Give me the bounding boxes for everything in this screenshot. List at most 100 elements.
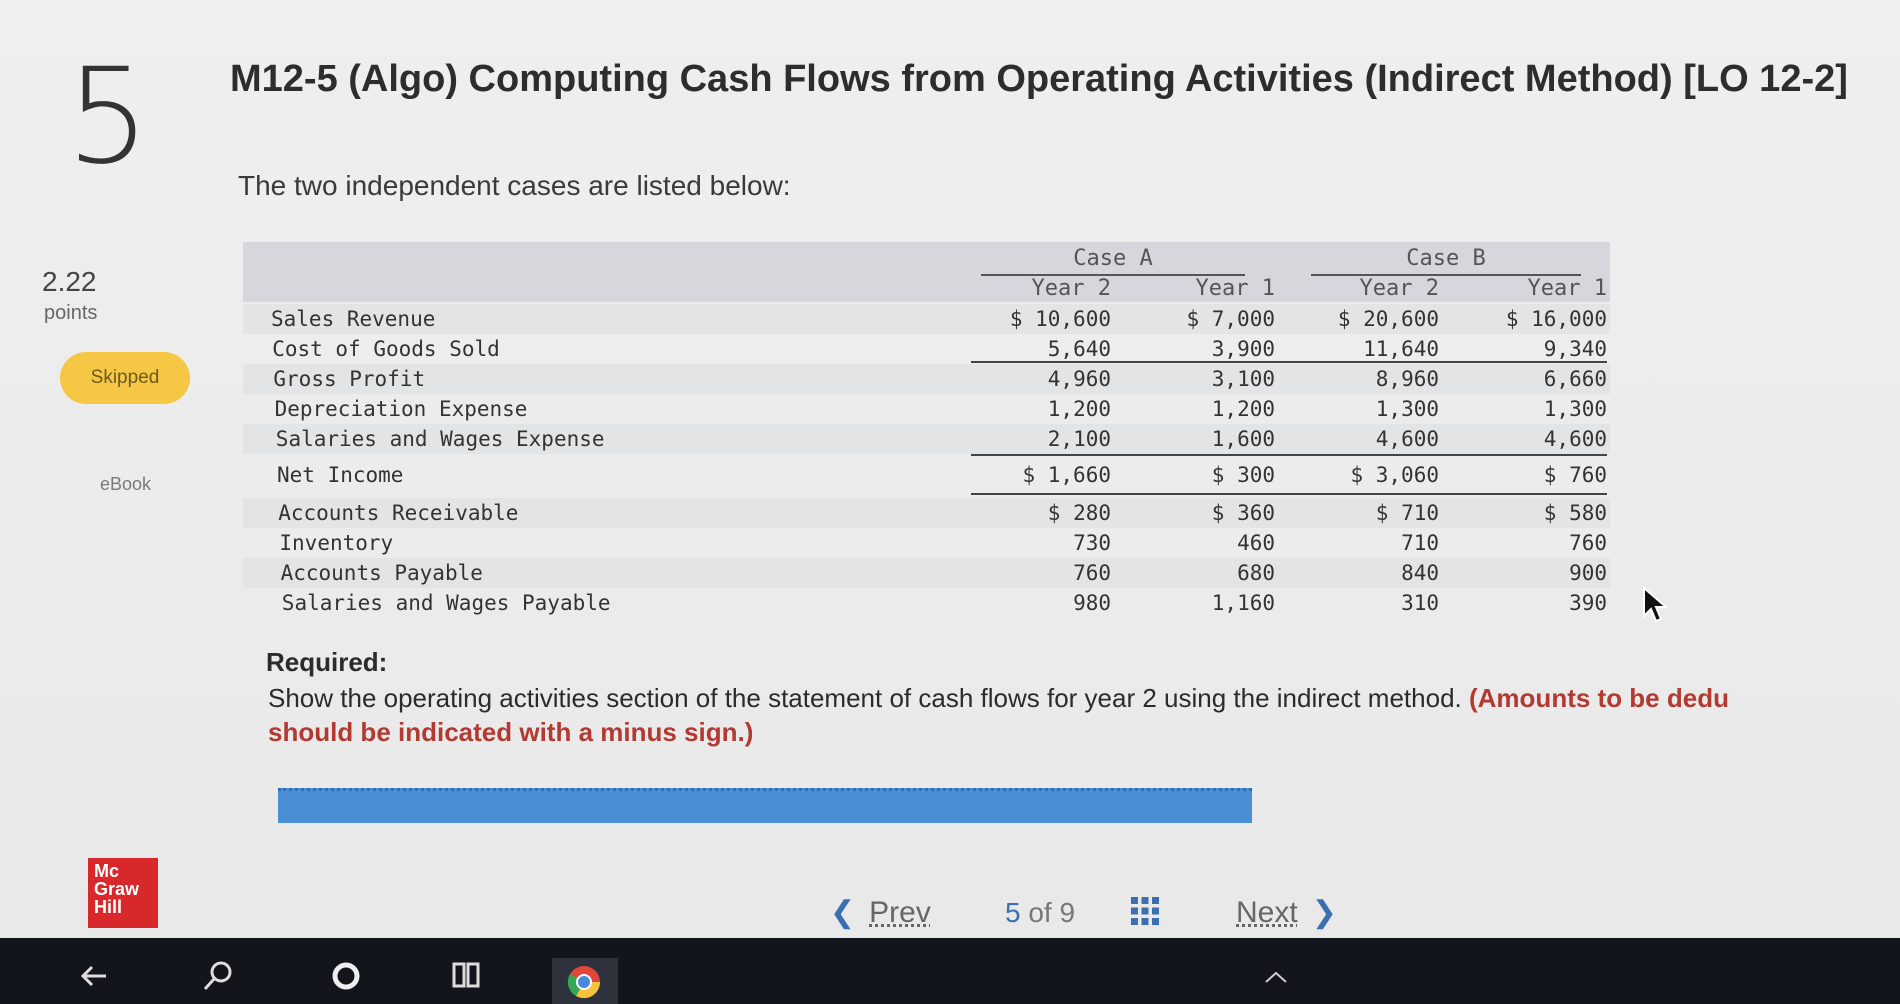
logo-line: Mc <box>94 861 120 881</box>
row-value: 1,300 <box>1543 397 1607 421</box>
question-number: 5 <box>66 40 150 194</box>
row-value: 680 <box>1237 561 1275 585</box>
year-header: Year 2 <box>1031 276 1111 301</box>
row-value: 1,600 <box>1211 427 1275 451</box>
row-value: $ 16,000 <box>1505 307 1607 331</box>
skipped-badge[interactable]: Skipped <box>60 352 190 404</box>
required-instruction: Show the operating activities section of… <box>268 683 1462 713</box>
question-title: M12-5 (Algo) Computing Cash Flows from O… <box>230 58 1848 100</box>
row-value: 5,640 <box>1047 337 1111 361</box>
row-value: $ 20,600 <box>1337 307 1439 331</box>
row-value: 4,600 <box>1543 427 1607 451</box>
row-label: Depreciation Expense <box>274 397 528 421</box>
row-label: Salaries and Wages Expense <box>275 427 605 451</box>
row-label: Accounts Payable <box>280 561 483 585</box>
row-value: $ 3,060 <box>1350 463 1439 487</box>
row-value: 760 <box>1073 561 1111 585</box>
row-value: 2,100 <box>1047 427 1111 451</box>
chevron-right-icon: ❯ <box>1311 896 1337 929</box>
row-value: 1,300 <box>1375 397 1439 421</box>
row-value: 8,960 <box>1375 367 1439 391</box>
row-value: 710 <box>1401 531 1439 555</box>
year-header: Year 1 <box>1195 276 1275 301</box>
row-value: 6,660 <box>1543 367 1607 391</box>
total-rule <box>971 454 1607 456</box>
table-row: Gross Profit 4,960 3,100 8,960 6,660 <box>243 364 1610 394</box>
case-tabs-bar[interactable] <box>278 788 1252 823</box>
case-b-label: Case B <box>1406 246 1486 271</box>
required-heading: Required: <box>266 647 388 677</box>
task-view-icon[interactable] <box>448 958 484 994</box>
year-header: Year 1 <box>1527 276 1607 301</box>
logo-line: Graw <box>94 879 140 899</box>
ebook-link[interactable]: eBook <box>100 474 152 494</box>
row-value: $ 580 <box>1543 501 1607 525</box>
row-value: 1,200 <box>1211 397 1275 421</box>
row-value: 390 <box>1569 591 1607 615</box>
row-value: 4,960 <box>1047 367 1111 391</box>
row-value: 9,340 <box>1543 337 1607 361</box>
row-label: Inventory <box>279 531 394 555</box>
row-value: 460 <box>1237 531 1275 555</box>
table-row: Net Income $ 1,660 $ 300 $ 3,060 $ 760 <box>243 460 1610 490</box>
row-value: 1,200 <box>1047 397 1111 421</box>
windows-taskbar <box>0 938 1900 1004</box>
required-text: Show the operating activities section of… <box>268 683 1898 713</box>
table-row: Accounts Receivable $ 280 $ 360 $ 710 $ 580 <box>243 498 1610 528</box>
row-value: 11,640 <box>1363 337 1439 361</box>
table-row: Depreciation Expense 1,200 1,200 1,300 1,300 <box>243 394 1610 424</box>
prev-button[interactable]: ❮ Prev <box>830 895 931 930</box>
row-label: Gross Profit <box>273 367 426 391</box>
case-b-underline <box>1311 274 1581 276</box>
row-value: 1,160 <box>1211 591 1275 615</box>
row-value: $ 7,000 <box>1186 307 1275 331</box>
row-value: 980 <box>1073 591 1111 615</box>
mcgraw-hill-logo: Mc Graw Hill <box>88 858 158 928</box>
required-note-end: should be indicated with a minus sign.) <box>268 717 754 747</box>
page-indicator: 5 of 9 <box>1005 897 1075 929</box>
cortana-icon[interactable] <box>328 958 364 994</box>
points-value: 2.22 <box>42 266 97 297</box>
page-current: 5 <box>1005 897 1021 928</box>
table-row: Inventory 730 460 710 760 <box>243 528 1610 558</box>
row-label: Net Income <box>277 463 404 487</box>
row-value: 730 <box>1073 531 1111 555</box>
row-value: 310 <box>1401 591 1439 615</box>
search-icon[interactable] <box>200 958 236 994</box>
case-a-underline <box>981 274 1245 276</box>
mouse-pointer-icon <box>1643 586 1668 623</box>
prev-label: Prev <box>869 896 931 929</box>
table-row: Sales Revenue $ 10,600 $ 7,000 $ 20,600 $ 16… <box>243 304 1610 334</box>
row-value: 3,900 <box>1211 337 1275 361</box>
row-label: Accounts Receivable <box>278 501 519 525</box>
row-label: Sales Revenue <box>271 307 436 331</box>
chrome-taskbar-button[interactable] <box>552 958 618 1004</box>
case-a-label: Case A <box>1073 246 1153 271</box>
chevron-up-icon[interactable] <box>1262 968 1290 988</box>
row-value: 760 <box>1569 531 1607 555</box>
total-rule <box>971 493 1607 495</box>
row-value: $ 760 <box>1543 463 1607 487</box>
row-value: 900 <box>1569 561 1607 585</box>
row-value: 840 <box>1401 561 1439 585</box>
row-value: $ 710 <box>1375 501 1439 525</box>
table-row: Salaries and Wages Payable 980 1,160 310 390 <box>243 588 1610 618</box>
row-label: Cost of Goods Sold <box>272 337 500 361</box>
back-arrow-icon[interactable] <box>76 958 112 994</box>
year-header: Year 2 <box>1359 276 1439 301</box>
row-value: $ 280 <box>1047 501 1111 525</box>
next-label: Next <box>1236 896 1298 929</box>
next-button[interactable]: Next ❯ <box>1236 895 1337 930</box>
total-rule <box>971 361 1607 363</box>
page-total: of 9 <box>1028 897 1076 928</box>
row-value: 4,600 <box>1375 427 1439 451</box>
points-label: points <box>44 302 98 324</box>
table-row: Accounts Payable 760 680 840 900 <box>243 558 1610 588</box>
row-value: $ 1,660 <box>1022 463 1111 487</box>
row-value: $ 10,600 <box>1009 307 1111 331</box>
question-grid-icon[interactable] <box>1130 896 1160 926</box>
logo-line: Hill <box>94 897 123 917</box>
table-header: Case A Case B Year 2 Year 1 Year 2 Year … <box>243 242 1610 302</box>
table-row: Salaries and Wages Expense 2,100 1,600 4,60… <box>243 424 1610 454</box>
row-value: $ 300 <box>1211 463 1275 487</box>
